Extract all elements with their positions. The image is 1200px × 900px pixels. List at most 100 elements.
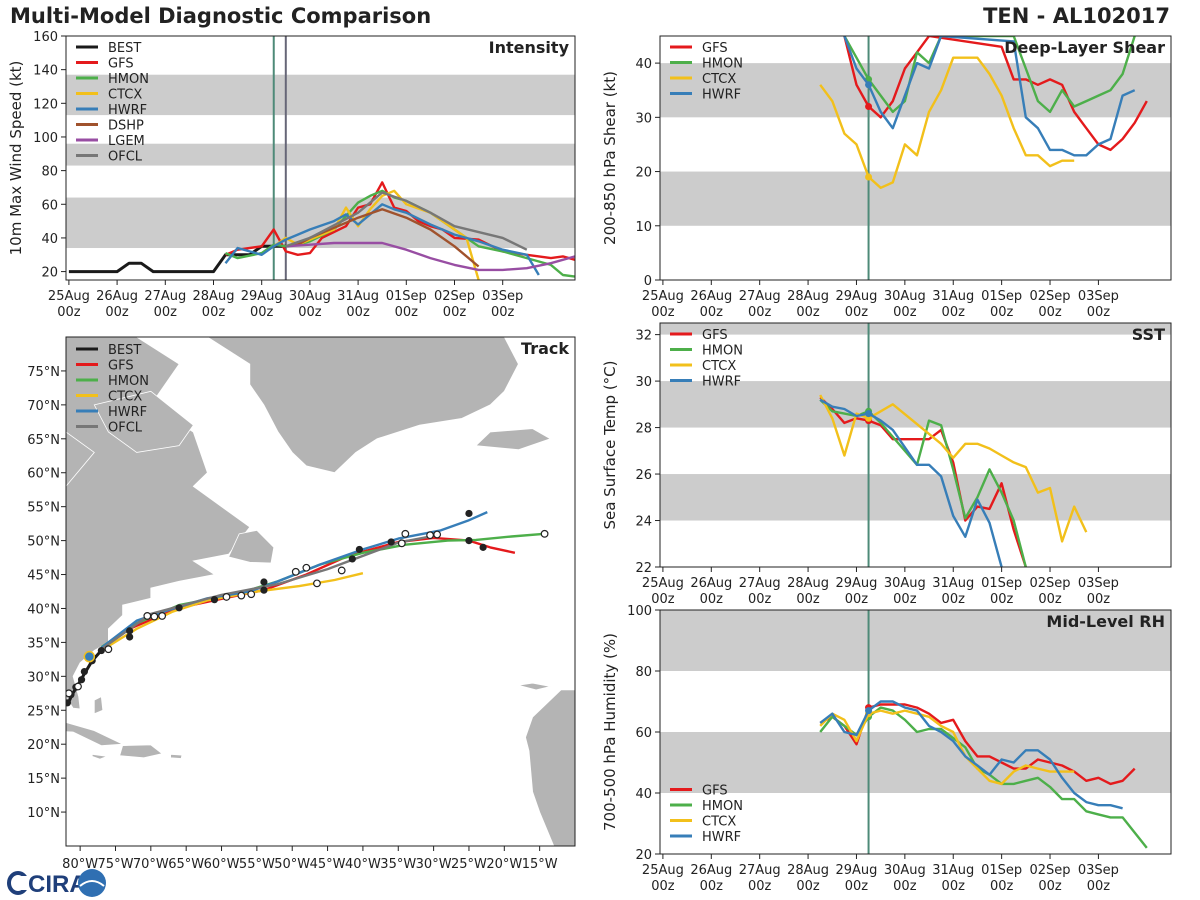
rh-xtick-label: 00z: [1087, 879, 1111, 894]
shear-legend-label-gfs: GFS: [702, 41, 728, 56]
track-forecast-marker: [66, 689, 73, 698]
track-ytick-label: 70°N: [27, 399, 60, 414]
shear-series-gfs: [843, 36, 1148, 152]
rh-title: Mid-Level RH: [1046, 612, 1165, 631]
rh-xtick-label: 00z: [990, 879, 1014, 894]
track-xtick-label: 50°W: [274, 857, 310, 872]
shear-ytick-label: 20: [635, 166, 652, 181]
track-xtick-label: 20°W: [486, 857, 522, 872]
sst-xtick-label: 01Sep: [981, 576, 1022, 591]
track-xtick-label: 40°W: [345, 857, 381, 872]
track-position-marker: [348, 555, 356, 563]
sst-xtick-label: 00z: [893, 592, 917, 607]
intensity-legend-label-lgem: LGEM: [108, 134, 145, 149]
intensity-ytick-label: 120: [33, 97, 58, 112]
track-ytick-label: 20°N: [27, 738, 60, 753]
track-position-marker: [210, 596, 219, 604]
intensity-xtick-label: 27Aug: [144, 289, 186, 304]
shear-title: Deep-Layer Shear: [1004, 38, 1165, 57]
sst-legend-label-hwrf: HWRF: [702, 375, 741, 390]
newfoundland: [228, 529, 275, 564]
track-current-position: [83, 650, 96, 663]
shear-xtick-label: 26Aug: [690, 289, 732, 304]
intensity-xtick-label: 25Aug: [48, 289, 90, 304]
track-forecast-marker: [302, 563, 311, 572]
track-position-marker: [355, 545, 363, 554]
shear-xtick-label: 00z: [942, 305, 966, 320]
track-xtick-label: 30°W: [416, 857, 452, 872]
track-legend-label-hwrf: HWRF: [108, 405, 147, 420]
rh-xtick-label: 02Sep: [1030, 863, 1071, 878]
hispaniola: [119, 744, 164, 759]
globe-icon: [78, 869, 106, 897]
rh-ylabel: 700-500 hPa Humidity (%): [601, 633, 619, 831]
track-ytick-label: 75°N: [27, 365, 60, 380]
intensity-xtick-label: 02Sep: [434, 289, 475, 304]
rh-xtick-label: 03Sep: [1078, 863, 1119, 878]
shear-legend-label-hwrf: HWRF: [702, 88, 741, 103]
track-position-marker: [465, 537, 473, 545]
track-position-marker: [479, 543, 487, 551]
intensity-legend-label-ctcx: CTCX: [108, 88, 142, 103]
shear-xtick-label: 00z: [700, 305, 724, 320]
track-forecast-marker: [158, 612, 167, 620]
baffin-island: [93, 390, 194, 453]
sst-xtick-label: 00z: [748, 592, 772, 607]
rh-legend-label-hwrf: HWRF: [702, 830, 741, 845]
sst-band-1: [660, 381, 1171, 428]
canary-islands: [518, 682, 551, 691]
shear-xtick-label: 00z: [845, 305, 869, 320]
intensity-xtick-label: 00z: [154, 305, 178, 320]
track-ytick-label: 65°N: [27, 433, 60, 448]
sst-band-2: [660, 323, 1171, 335]
track-ytick-label: 55°N: [27, 501, 60, 516]
sst-series-hwrf: [819, 398, 1003, 567]
sst-xtick-label: 00z: [700, 592, 724, 607]
track-position-marker: [66, 699, 72, 707]
track-legend-label-hmon: HMON: [108, 374, 149, 389]
track-position-marker: [126, 633, 134, 641]
shear-endpoint-gfs: [865, 102, 873, 110]
iberia-edge: [574, 337, 575, 636]
track-forecast-marker: [401, 529, 410, 538]
track-title: Track: [521, 339, 569, 358]
rh-xtick-label: 00z: [1038, 879, 1062, 894]
shear-xtick-label: 03Sep: [1078, 289, 1119, 304]
track-xtick-label: 15°W: [522, 857, 558, 872]
rh-xtick-label: 01Sep: [981, 863, 1022, 878]
intensity-xtick-label: 30Aug: [289, 289, 331, 304]
shear-ytick-label: 0: [644, 274, 652, 289]
track-position-marker: [126, 627, 134, 635]
shear-xtick-label: 27Aug: [739, 289, 781, 304]
shear-endpoint-ctcx: [865, 173, 873, 181]
shear-series-hmon: [843, 36, 1136, 114]
shear-xtick-label: 00z: [651, 305, 675, 320]
rh-xtick-label: 30Aug: [884, 863, 926, 878]
rh-xtick-label: 00z: [942, 879, 966, 894]
rh-legend-label-hmon: HMON: [702, 799, 743, 814]
sst-xtick-label: 00z: [1038, 592, 1062, 607]
track-position-marker: [465, 509, 473, 518]
shear-band-1: [660, 63, 1171, 118]
track-xtick-label: 80°W: [62, 857, 98, 872]
track-xtick-label: 35°W: [380, 857, 416, 872]
track-legend-label-best: BEST: [108, 343, 141, 358]
rh-series-ctcx: [819, 709, 1075, 786]
track-xtick-label: 70°W: [133, 857, 169, 872]
logo-text: CIRA: [28, 871, 87, 898]
track-ytick-label: 45°N: [27, 569, 60, 584]
shear-xtick-label: 00z: [1087, 305, 1111, 320]
sst-frame: [659, 322, 1172, 568]
intensity-band-2: [66, 74, 575, 116]
track-ytick-label: 60°N: [27, 467, 60, 482]
sst-ytick-label: 32: [635, 329, 652, 344]
shear-xtick-label: 31Aug: [932, 289, 974, 304]
rh-ytick-label: 60: [635, 726, 652, 741]
sst-legend-label-hmon: HMON: [702, 344, 743, 359]
rh-xtick-label: 29Aug: [835, 863, 877, 878]
figure-title: Multi-Model Diagnostic Comparison: [10, 4, 432, 28]
track-forecast-marker: [313, 579, 321, 588]
track-forecast-marker: [74, 682, 82, 691]
track-forecast-marker: [247, 590, 256, 599]
